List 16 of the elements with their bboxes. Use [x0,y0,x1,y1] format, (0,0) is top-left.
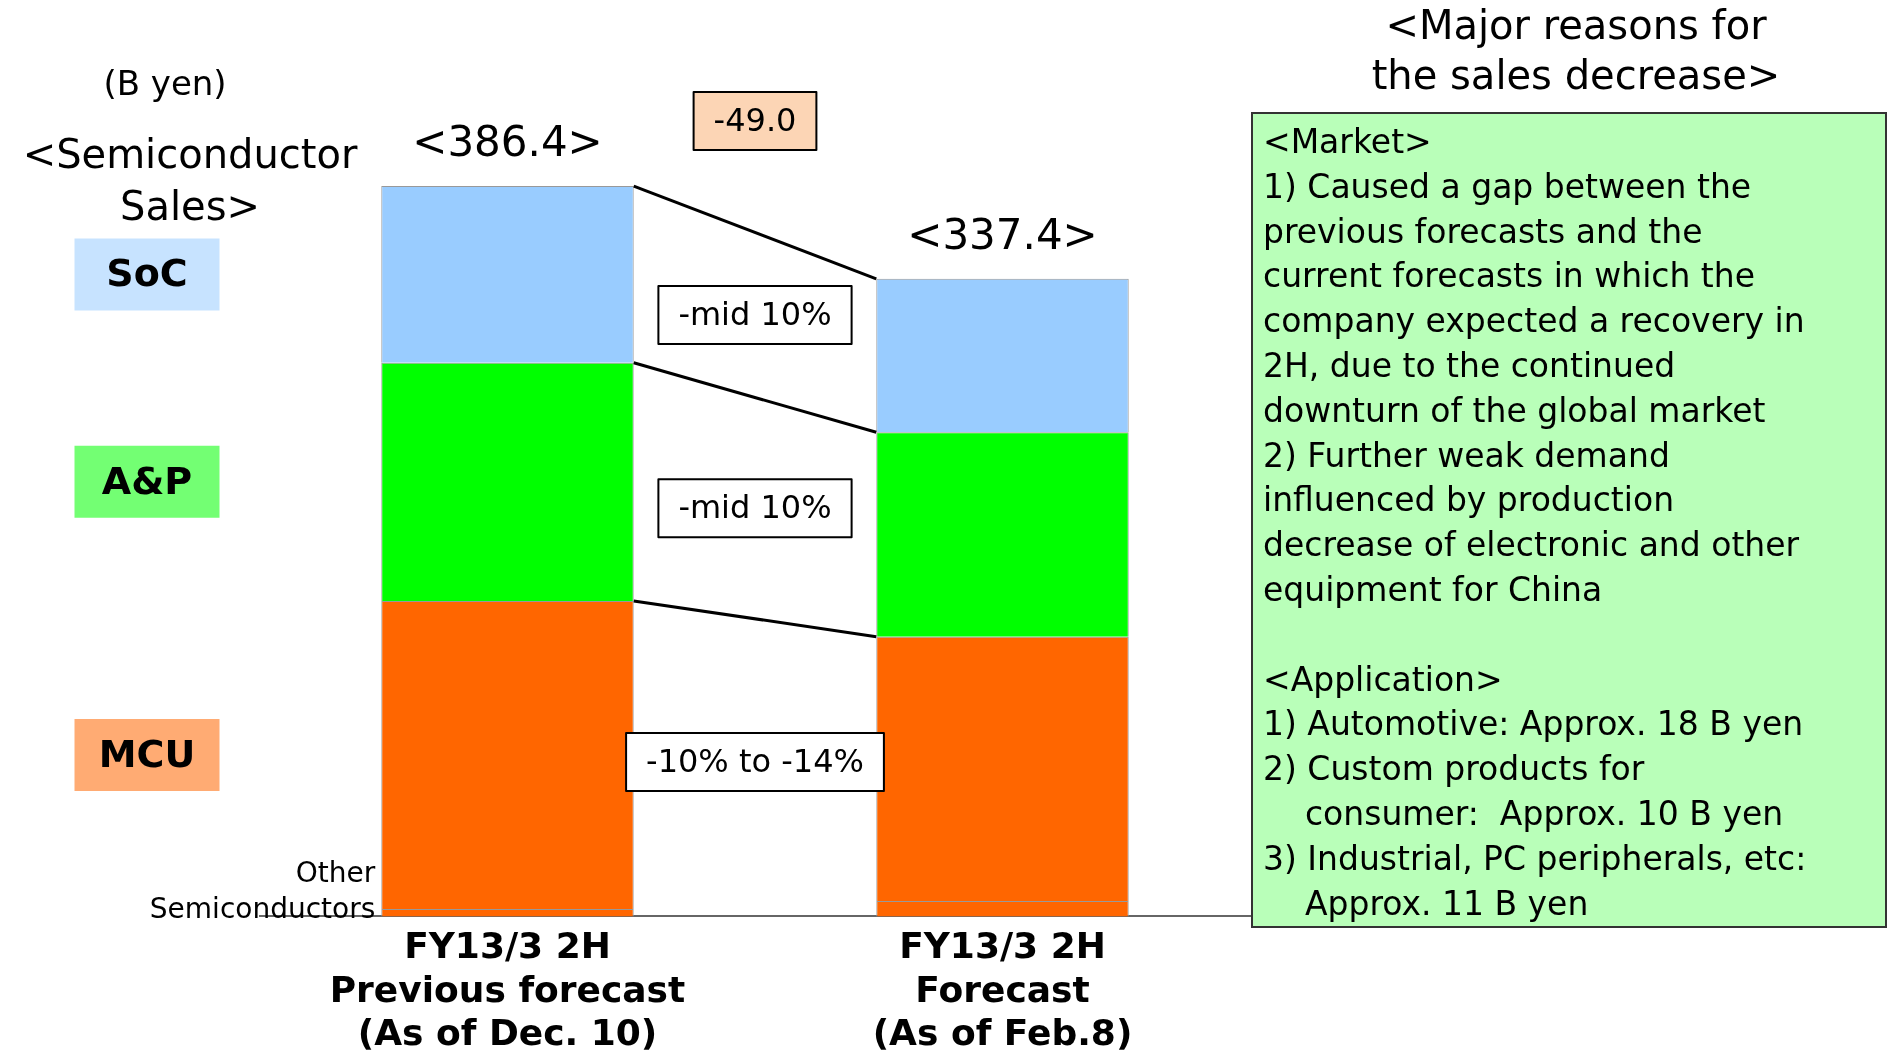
x-tick-label: FY13/3 2H Previous forecast (As of Dec. 10) [329,925,686,1053]
total-label: <386.4> [412,117,603,167]
series-label: Other Semiconductors [149,856,376,926]
text: MCU [98,731,196,776]
text: SoC [106,251,188,296]
text: <Market> 1) Caused a gap between the previous forecasts and the current forecasts in which the company expected a recovery in 2H, due to the continued downturn of the global market 2) Further weak demand influenced by production decrease of electronic and other equipment for China <Application> 1) Automotive: Approx. 18 B yen 2) Custom products for consumer: Approx. 10 B yen 3) Industrial, PC peripherals, etc: Approx. 11 B yen [1263,122,1807,923]
annotation: -mid 10% [678,295,832,334]
total-label: <337.4> [907,209,1098,259]
text: A&P [101,458,193,503]
annotation: -10% to -14% [646,742,864,781]
text: <Major reasons for the sales decrease> [1370,1,1782,100]
y-axis-title: (B yen) [103,63,227,103]
chart-title: <Semiconductor Sales> [22,131,358,229]
text: -49.0 [713,101,797,140]
annotation: -mid 10% [678,488,832,527]
x-tick-label: FY13/3 2H Forecast (As of Feb.8) [872,925,1133,1053]
